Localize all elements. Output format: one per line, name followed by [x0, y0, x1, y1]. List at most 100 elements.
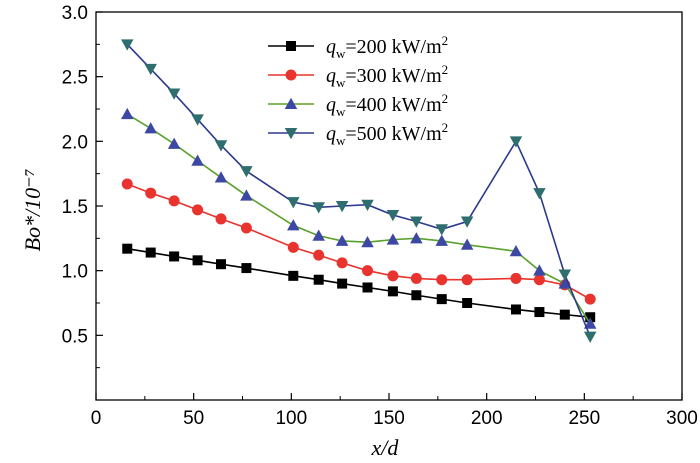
- data-point: [191, 114, 204, 126]
- data-point: [121, 107, 134, 120]
- data-point: [287, 241, 299, 253]
- data-point: [435, 224, 448, 236]
- data-point: [460, 216, 474, 228]
- data-point: [215, 213, 227, 225]
- y-tick-label: 1.0: [62, 262, 88, 283]
- data-point: [361, 235, 374, 248]
- data-point: [583, 317, 597, 329]
- y-axis-title: Bo*/10⁻⁷: [20, 169, 45, 252]
- y-tick-label: 2.5: [62, 68, 88, 89]
- x-axis-title: x/d: [371, 435, 400, 460]
- series-4: [121, 39, 597, 343]
- x-tick-label: 200: [471, 408, 503, 429]
- data-point: [287, 197, 300, 209]
- data-point: [583, 331, 597, 343]
- data-point: [167, 137, 181, 149]
- data-point: [336, 257, 348, 269]
- legend-marker: [286, 41, 296, 51]
- data-point: [436, 294, 447, 305]
- data-point: [387, 270, 399, 282]
- y-tick-label: 1.5: [62, 197, 88, 218]
- legend-entry: qw=400 kW/m2: [268, 91, 448, 119]
- data-point: [337, 278, 348, 289]
- data-point: [241, 263, 252, 274]
- data-point: [192, 204, 204, 216]
- series-3: [121, 107, 597, 329]
- x-tick-label: 150: [373, 408, 405, 429]
- legend-entry: qw=200 kW/m2: [268, 33, 448, 61]
- data-point: [386, 233, 400, 245]
- data-point: [509, 136, 523, 148]
- data-point: [288, 270, 299, 281]
- data-point: [214, 171, 228, 183]
- data-point: [169, 251, 180, 262]
- data-point: [192, 255, 203, 266]
- data-point: [313, 274, 324, 285]
- data-point: [410, 272, 422, 284]
- data-point: [362, 282, 373, 293]
- data-point: [121, 178, 133, 190]
- data-point: [534, 307, 545, 318]
- series-line: [126, 113, 591, 325]
- data-point: [216, 259, 227, 270]
- data-point: [168, 195, 180, 207]
- data-point: [559, 309, 570, 320]
- data-point: [460, 238, 474, 250]
- data-point: [335, 234, 349, 246]
- data-point: [312, 202, 325, 214]
- series-2: [121, 178, 596, 305]
- data-point: [533, 264, 546, 276]
- data-point: [240, 166, 253, 178]
- data-point: [240, 222, 252, 234]
- data-point: [287, 219, 300, 231]
- data-point: [435, 234, 448, 246]
- data-point: [510, 304, 521, 315]
- series-line: [126, 43, 591, 337]
- x-tick-label: 100: [275, 408, 307, 429]
- data-point: [387, 286, 398, 297]
- legend-label: qw=400 kW/m2: [326, 91, 448, 119]
- data-point: [411, 290, 422, 301]
- data-point: [462, 298, 473, 308]
- chart-series: [121, 39, 597, 343]
- data-point: [386, 210, 400, 222]
- data-point: [240, 189, 253, 201]
- data-point: [144, 122, 157, 134]
- data-point: [121, 39, 134, 51]
- data-point: [533, 188, 546, 200]
- data-point: [312, 229, 325, 241]
- y-tick-label: 3.0: [62, 3, 88, 24]
- data-point: [122, 243, 133, 254]
- data-point: [191, 154, 204, 166]
- data-point: [558, 269, 572, 281]
- x-tick-label: 50: [183, 408, 204, 429]
- data-point: [584, 293, 596, 305]
- data-point: [585, 312, 596, 323]
- legend-label: qw=200 kW/m2: [326, 33, 448, 61]
- x-tick-label: 250: [568, 408, 600, 429]
- data-point: [410, 216, 423, 228]
- data-point: [145, 247, 156, 258]
- legend-marker: [285, 69, 297, 81]
- data-point: [144, 63, 157, 76]
- data-point: [509, 245, 523, 257]
- series-1: [122, 243, 596, 323]
- legend-label: qw=300 kW/m2: [326, 62, 448, 90]
- legend-entry: qw=300 kW/m2: [268, 62, 448, 90]
- y-tick-label: 2.0: [62, 132, 88, 153]
- data-point: [145, 187, 157, 199]
- data-point: [361, 199, 374, 211]
- data-point: [510, 272, 522, 284]
- y-tick-label: 0.5: [62, 326, 88, 347]
- legend-marker: [284, 128, 298, 140]
- data-point: [214, 140, 228, 152]
- legend-entry: qw=500 kW/m2: [268, 120, 448, 148]
- axis-ticks: 0 50 100 150 200 250 300 0.5 1.0 1.5 2.0 2.5 3.0: [62, 3, 698, 429]
- data-point: [558, 277, 572, 289]
- data-point: [335, 201, 349, 213]
- data-point: [167, 88, 181, 100]
- data-point: [461, 274, 473, 286]
- data-point: [313, 249, 325, 261]
